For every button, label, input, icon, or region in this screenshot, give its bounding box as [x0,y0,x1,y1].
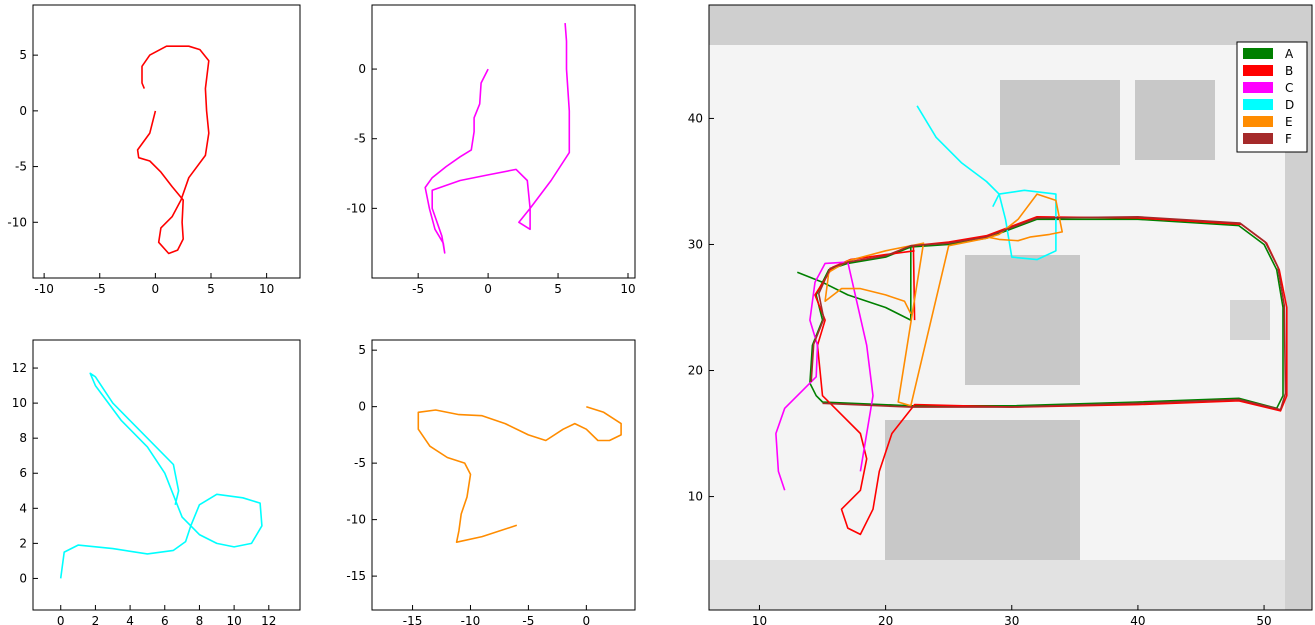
x-tick-label: 8 [196,614,204,625]
trajectory [61,373,262,578]
y-tick-label: 10 [688,490,703,504]
legend-label: B [1285,64,1293,78]
y-tick-label: 12 [12,361,27,375]
legend-swatch [1243,99,1273,110]
legend-swatch [1243,65,1273,76]
trajectory [138,46,209,253]
x-tick-label: 0 [583,614,591,625]
x-tick-label: -5 [522,614,534,625]
page: -10 -5 0 5 10 -10 -5 0 5 -5 0 5 10 -10 -5 0 0 2 4 6 8 10 12 0 2 4… [0,0,1315,625]
figure: -10 -5 0 5 10 -10 -5 0 5 -5 0 5 10 -10 -5 0 0 2 4 6 8 10 12 0 2 4… [0,0,1315,625]
x-tick-label: 0 [152,282,160,296]
x-tick-label: 4 [126,614,134,625]
x-tick-label: -5 [412,282,424,296]
x-tick-label: -5 [94,282,106,296]
legend-swatch [1243,48,1273,59]
y-tick-label: 2 [19,536,27,550]
x-tick-label: 10 [259,282,274,296]
legend-swatch [1243,133,1273,144]
y-tick-label: 0 [358,400,366,414]
legend-swatch [1243,82,1273,93]
x-tick-label: 5 [554,282,562,296]
y-tick-label: -5 [354,456,366,470]
map-background [709,5,1312,610]
legend-label: F [1285,132,1292,146]
y-tick-label: -5 [15,160,27,174]
x-tick-label: 20 [878,614,893,625]
y-tick-label: 0 [19,571,27,585]
x-tick-label: 10 [752,614,767,625]
x-tick-label: 40 [1130,614,1145,625]
y-tick-label: -10 [7,215,27,229]
y-tick-label: -5 [354,132,366,146]
x-tick-label: 6 [161,614,169,625]
y-tick-label: 5 [19,48,27,62]
x-tick-label: 30 [1004,614,1019,625]
x-tick-label: 0 [484,282,492,296]
subplot: -10 -5 0 5 10 -10 -5 0 5 [7,5,300,296]
x-tick-label: 2 [92,614,100,625]
x-tick-label: 50 [1256,614,1271,625]
x-tick-label: 10 [226,614,241,625]
y-tick-label: -10 [346,513,366,527]
x-tick-label: 0 [57,614,65,625]
subplot: -15 -10 -5 0 -15 -10 -5 0 5 [346,340,635,625]
trajectory [425,23,569,253]
y-tick-label: -15 [346,569,366,583]
y-tick-label: 6 [19,466,27,480]
legend-label: E [1285,115,1293,129]
y-tick-label: 4 [19,501,27,515]
x-tick-label: 12 [261,614,276,625]
axes-frame [372,340,635,610]
trajectory [418,407,621,543]
legend-label: A [1285,47,1294,61]
axes-frame [33,340,300,610]
x-tick-label: -10 [461,614,481,625]
legend-swatch [1243,116,1273,127]
x-tick-label: 5 [207,282,215,296]
y-tick-label: 0 [358,62,366,76]
legend-label: D [1285,98,1294,112]
y-tick-label: -10 [346,201,366,215]
y-tick-label: 8 [19,431,27,445]
y-tick-label: 5 [358,343,366,357]
subplot: 0 2 4 6 8 10 12 0 2 4 6 8 10 12 [12,340,300,625]
subplot: -5 0 5 10 -10 -5 0 [346,5,635,296]
x-tick-label: -15 [403,614,423,625]
y-tick-label: 10 [12,396,27,410]
y-tick-label: 0 [19,104,27,118]
y-tick-label: 40 [688,111,703,125]
x-tick-label: -10 [34,282,54,296]
axes-frame [372,5,635,278]
x-tick-label: 10 [620,282,635,296]
legend-label: C [1285,81,1293,95]
y-tick-label: 20 [688,364,703,378]
y-tick-label: 30 [688,237,703,251]
